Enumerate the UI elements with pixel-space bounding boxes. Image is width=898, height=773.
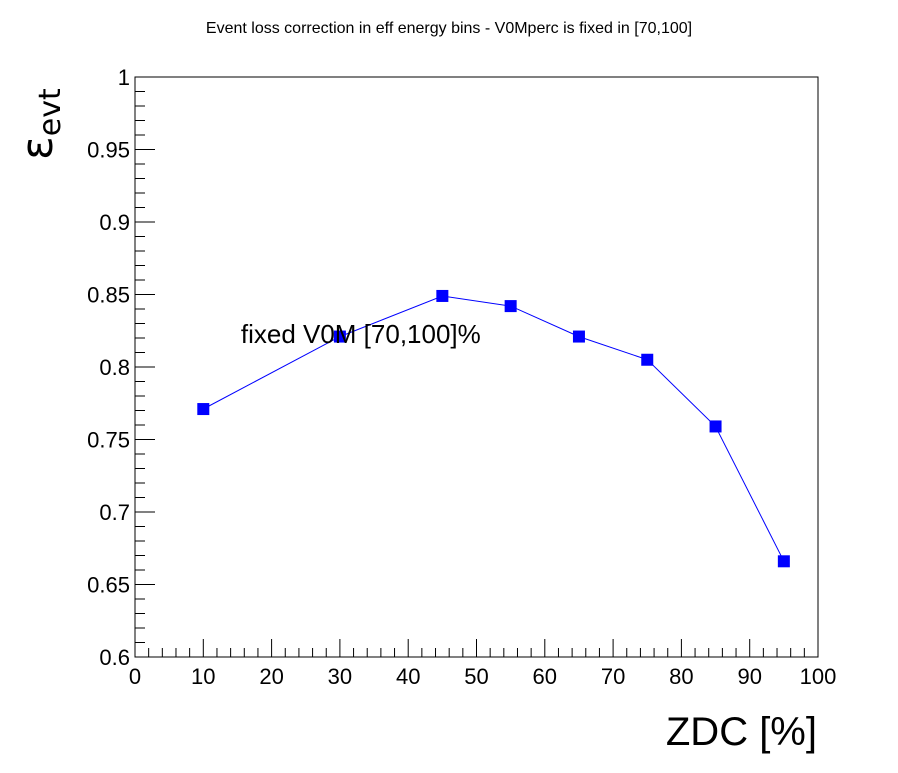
y-tick-label: 0.95 bbox=[87, 138, 130, 163]
y-tick-label: 0.8 bbox=[99, 355, 130, 380]
x-axis-title: ZDC [%] bbox=[666, 710, 817, 754]
data-point bbox=[709, 420, 722, 433]
data-series bbox=[197, 289, 790, 568]
y-axis-title: εevt bbox=[12, 88, 68, 160]
x-tick-label: 50 bbox=[464, 664, 488, 689]
y-axis-tick-labels: 0.6 0.65 0.7 0.75 0.8 0.85 0.9 0.95 1 bbox=[87, 65, 130, 670]
data-point bbox=[572, 330, 585, 343]
x-axis-ticks bbox=[134, 639, 819, 657]
y-tick-label: 0.75 bbox=[87, 428, 130, 453]
annotation-label: fixed V0M [70,100]% bbox=[241, 319, 481, 349]
x-tick-label: 0 bbox=[129, 664, 141, 689]
data-point bbox=[436, 289, 449, 302]
y-tick-label: 0.9 bbox=[99, 210, 130, 235]
data-point bbox=[197, 403, 210, 416]
data-point bbox=[333, 330, 346, 343]
data-point bbox=[504, 300, 517, 313]
x-tick-label: 70 bbox=[601, 664, 625, 689]
x-tick-label: 20 bbox=[259, 664, 283, 689]
y-tick-label: 1 bbox=[118, 65, 130, 90]
y-tick-label: 0.6 bbox=[99, 645, 130, 670]
x-tick-label: 10 bbox=[191, 664, 215, 689]
x-tick-label: 30 bbox=[328, 664, 352, 689]
y-tick-label: 0.65 bbox=[87, 573, 130, 598]
y-axis-ticks bbox=[135, 76, 155, 658]
x-tick-label: 80 bbox=[669, 664, 693, 689]
data-point bbox=[777, 555, 790, 568]
data-point bbox=[641, 353, 654, 366]
series-line bbox=[203, 295, 785, 562]
chart-title: Event loss correction in eff energy bins… bbox=[206, 20, 692, 37]
x-tick-label: 60 bbox=[533, 664, 557, 689]
y-axis-title-subscript: evt bbox=[33, 88, 68, 136]
y-tick-label: 0.7 bbox=[99, 500, 130, 525]
x-tick-label: 90 bbox=[737, 664, 761, 689]
y-axis-title-symbol: ε bbox=[12, 136, 63, 160]
x-tick-label: 40 bbox=[396, 664, 420, 689]
y-tick-label: 0.85 bbox=[87, 283, 130, 308]
x-axis-tick-labels: 0 10 20 30 40 50 60 70 80 90 100 bbox=[129, 664, 836, 689]
x-tick-label: 100 bbox=[800, 664, 837, 689]
